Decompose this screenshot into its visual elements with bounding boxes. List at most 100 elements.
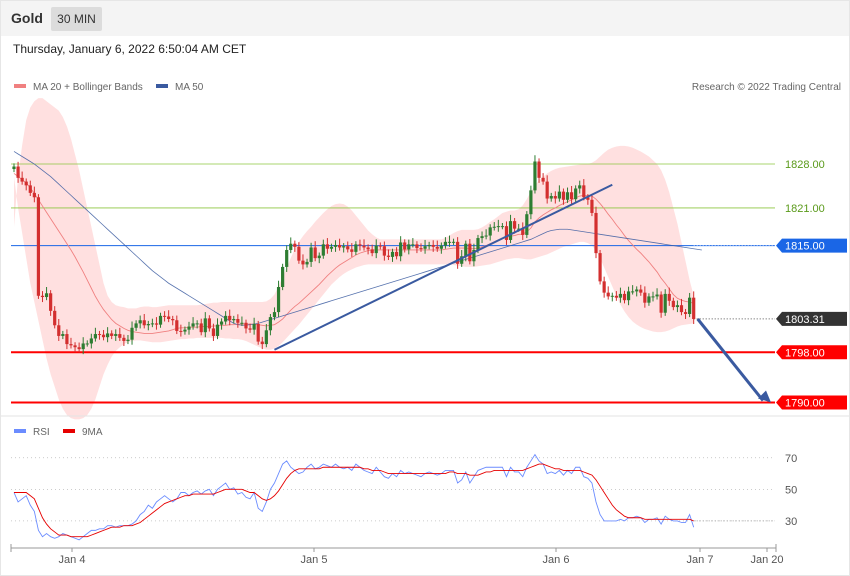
candle-body — [325, 244, 329, 249]
candle-body — [655, 294, 659, 297]
candle-body — [138, 320, 142, 324]
ma20-line — [13, 173, 694, 334]
candle-body — [407, 244, 411, 250]
candlesticks — [12, 155, 696, 355]
candle-body — [578, 185, 582, 189]
candle-body — [260, 341, 264, 345]
candle-body — [264, 330, 268, 345]
candle-body — [171, 319, 175, 321]
pivot-tag-bg-2 — [776, 238, 847, 253]
candle-body — [675, 305, 680, 308]
candle-body — [146, 324, 150, 326]
candle-body — [321, 244, 325, 256]
rsi-level-label-70: 70 — [785, 453, 797, 465]
candle-body — [195, 323, 199, 325]
ma50-legend-label: MA 50 — [175, 82, 204, 93]
copyright-label: Research © 2022 Trading Central — [692, 82, 841, 93]
candle-body — [533, 161, 537, 191]
x-tick-label: Jan 6 — [543, 554, 570, 566]
candle-body — [162, 315, 167, 317]
candle-body — [663, 293, 667, 313]
candle-body — [69, 344, 73, 346]
candle-body — [683, 312, 688, 314]
candle-body — [219, 321, 224, 325]
resistance-tag-1: 1821.00 — [785, 203, 825, 215]
candle-body — [508, 221, 513, 240]
rsi-legend-label: RSI — [33, 427, 50, 438]
candle-body — [517, 228, 521, 230]
support-tag-bg-4 — [776, 345, 847, 360]
candle-body — [419, 248, 423, 250]
candle-body — [276, 287, 281, 313]
candle-body — [12, 166, 16, 170]
timeframe-button[interactable]: 30 MIN — [51, 7, 102, 31]
candle-body — [622, 293, 627, 301]
ma20-legend-label: MA 20 + Bollinger Bands — [33, 82, 143, 93]
bollinger-bands — [14, 98, 694, 420]
candle-body — [635, 289, 639, 292]
candle-body — [211, 328, 216, 336]
candle-body — [606, 292, 610, 297]
candle-body — [586, 197, 590, 200]
candle-body — [313, 247, 317, 259]
candle-body — [89, 338, 93, 344]
instrument-title: Gold — [11, 10, 43, 26]
candle-body — [411, 244, 415, 246]
candle-body — [244, 322, 248, 329]
support-tag-4: 1798.00 — [785, 347, 825, 359]
candle-body — [443, 241, 448, 246]
candle-body — [297, 246, 301, 261]
candle-body — [431, 244, 435, 247]
candle-body — [553, 196, 557, 199]
x-tick-label: Jan 5 — [301, 554, 328, 566]
candle-body — [639, 289, 643, 293]
candle-body — [40, 295, 45, 298]
candle-body — [32, 192, 36, 198]
candle-body — [415, 244, 419, 249]
candle-body — [382, 246, 386, 256]
candle-body — [126, 339, 130, 341]
candle-body — [476, 238, 480, 250]
level-tags: 1828.00 1821.00 1815.00 1803.31 1798.00 1790.… — [776, 159, 847, 410]
datetime-label: Thursday, January 6, 2022 6:50:04 AM CET — [13, 42, 247, 56]
candle-body — [49, 293, 53, 311]
candle-body — [659, 294, 663, 313]
candle-body — [643, 292, 647, 303]
candle-body — [602, 281, 606, 293]
candle-body — [191, 323, 195, 327]
candle-body — [370, 249, 374, 254]
rsi-level-label-30: 30 — [785, 516, 797, 528]
candle-body — [199, 323, 203, 333]
candle-body — [333, 244, 338, 247]
candle-body — [386, 255, 391, 257]
candle-body — [651, 296, 655, 298]
candle-body — [480, 236, 484, 239]
candle-body — [44, 293, 49, 298]
candle-body — [439, 245, 443, 249]
candle-body — [549, 196, 553, 199]
candle-body — [688, 297, 692, 314]
candle-body — [692, 297, 696, 319]
candle-body — [301, 260, 305, 265]
candle-body — [464, 243, 468, 257]
last-tag-bg-3 — [776, 311, 847, 326]
candle-body — [456, 241, 460, 264]
candle-body — [134, 323, 138, 328]
candle-body — [504, 226, 509, 240]
candle-body — [537, 161, 541, 178]
candle-body — [85, 343, 89, 345]
candle-body — [281, 266, 285, 287]
candle-body — [447, 241, 452, 243]
candle-body — [317, 255, 321, 259]
candle-body — [435, 246, 439, 249]
candle-body — [346, 246, 350, 250]
resistance-tag-0: 1828.00 — [785, 159, 825, 171]
candle-body — [472, 249, 476, 262]
candle-body — [73, 345, 77, 348]
candle-body — [236, 319, 240, 323]
candle-body — [252, 324, 256, 330]
candle-body — [240, 322, 244, 324]
candle-body — [187, 326, 191, 330]
candle-body — [158, 315, 163, 325]
